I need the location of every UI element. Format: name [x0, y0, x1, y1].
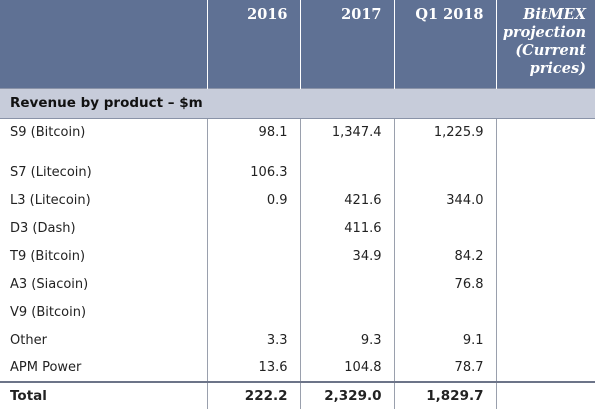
table-row: D3 (Dash) 411.6 [0, 214, 595, 242]
row-label: D3 (Dash) [0, 214, 208, 242]
table-row: A3 (Siacoin) 76.8 [0, 270, 595, 298]
cell-q1-2018 [394, 158, 497, 186]
cell-projection [496, 242, 595, 270]
section-title: Revenue by product – $m [0, 87, 595, 119]
total-projection [496, 381, 595, 409]
table-row: S9 (Bitcoin) 98.1 1,347.4 1,225.9 [0, 118, 595, 158]
cell-projection [496, 326, 595, 354]
cell-projection [496, 118, 595, 158]
cell-q1-2018: 76.8 [394, 270, 497, 298]
cell-2016 [207, 242, 301, 270]
cell-q1-2018 [394, 298, 497, 326]
table-row: Other 3.3 9.3 9.1 [0, 326, 595, 354]
cell-2017: 411.6 [300, 214, 395, 242]
cell-q1-2018 [394, 214, 497, 242]
row-label: A3 (Siacoin) [0, 270, 208, 298]
table-row: T9 (Bitcoin) 34.9 84.2 [0, 242, 595, 270]
table-row: V9 (Bitcoin) [0, 298, 595, 326]
cell-q1-2018: 9.1 [394, 326, 497, 354]
cell-2017: 104.8 [300, 354, 395, 382]
section-row: Revenue by product – $m [0, 87, 595, 119]
table-row: APM Power 13.6 104.8 78.7 [0, 354, 595, 382]
cell-q1-2018: 344.0 [394, 186, 497, 214]
cell-2016: 106.3 [207, 158, 301, 186]
header-2016: 2016 [207, 0, 301, 88]
total-label: Total [0, 381, 208, 409]
cell-2016 [207, 298, 301, 326]
cell-q1-2018: 84.2 [394, 242, 497, 270]
row-label: T9 (Bitcoin) [0, 242, 208, 270]
row-label: Other [0, 326, 208, 354]
cell-projection [496, 270, 595, 298]
cell-2016: 98.1 [207, 118, 301, 158]
header-bitmex-projection: BitMEX projection (Current prices) [496, 0, 595, 88]
cell-projection [496, 354, 595, 382]
cell-2017: 9.3 [300, 326, 395, 354]
row-label: S7 (Litecoin) [0, 158, 208, 186]
header-2017: 2017 [300, 0, 395, 88]
cell-2016 [207, 214, 301, 242]
header-label-cell [0, 0, 208, 88]
header-q1-2018: Q1 2018 [394, 0, 497, 88]
cell-projection [496, 158, 595, 186]
row-label: L3 (Litecoin) [0, 186, 208, 214]
cell-q1-2018: 78.7 [394, 354, 497, 382]
cell-2017 [300, 270, 395, 298]
cell-projection [496, 214, 595, 242]
table-row: S7 (Litecoin) 106.3 [0, 158, 595, 186]
cell-2016: 3.3 [207, 326, 301, 354]
cell-projection [496, 298, 595, 326]
cell-2016: 13.6 [207, 354, 301, 382]
cell-2017: 421.6 [300, 186, 395, 214]
total-q1-2018: 1,829.7 [394, 381, 497, 409]
header-row: 2016 2017 Q1 2018 BitMEX projection (Cur… [0, 0, 595, 88]
row-label: APM Power [0, 354, 208, 382]
cell-2017 [300, 298, 395, 326]
total-2017: 2,329.0 [300, 381, 395, 409]
total-2016: 222.2 [207, 381, 301, 409]
cell-2017: 34.9 [300, 242, 395, 270]
cell-projection [496, 186, 595, 214]
cell-2017: 1,347.4 [300, 118, 395, 158]
cell-2016 [207, 270, 301, 298]
cell-q1-2018: 1,225.9 [394, 118, 497, 158]
cell-2016: 0.9 [207, 186, 301, 214]
cell-2017 [300, 158, 395, 186]
row-label: S9 (Bitcoin) [0, 118, 208, 158]
row-label: V9 (Bitcoin) [0, 298, 208, 326]
table-row: L3 (Litecoin) 0.9 421.6 344.0 [0, 186, 595, 214]
total-row: Total 222.2 2,329.0 1,829.7 [0, 381, 595, 409]
